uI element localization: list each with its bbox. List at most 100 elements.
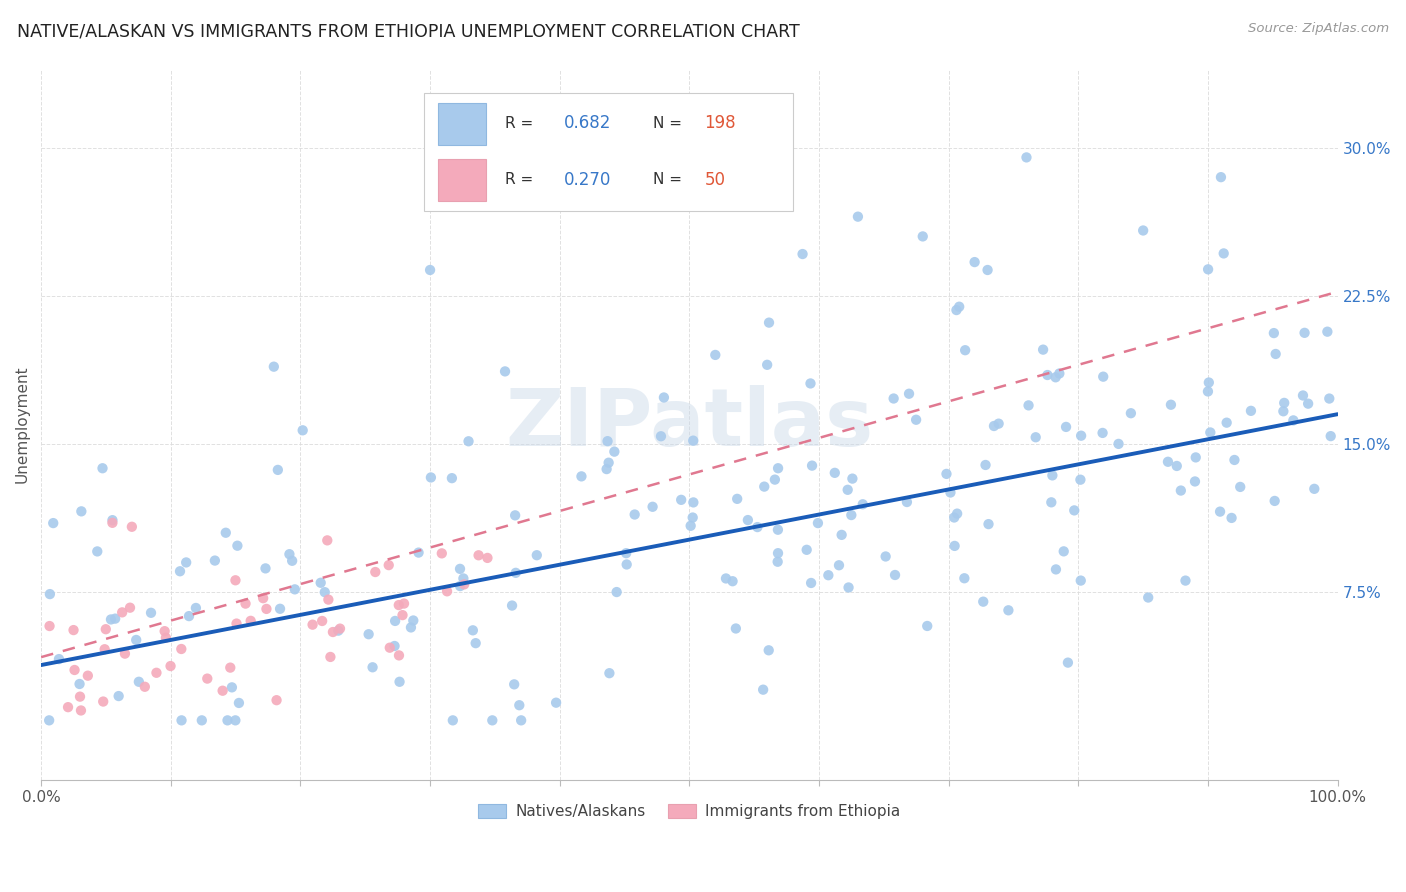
Point bbox=[56, 700, 79, 714]
Point bbox=[76, 668, 98, 682]
Point bbox=[598, 456, 620, 470]
Point bbox=[606, 585, 628, 599]
Point bbox=[1040, 468, 1063, 483]
Point bbox=[1119, 406, 1142, 420]
Point bbox=[1157, 455, 1180, 469]
Point bbox=[62, 623, 84, 637]
Point bbox=[510, 714, 533, 728]
Point bbox=[824, 466, 846, 480]
Point bbox=[704, 348, 727, 362]
Point bbox=[1069, 473, 1091, 487]
Point bbox=[1294, 326, 1316, 340]
Point bbox=[139, 606, 162, 620]
Point bbox=[38, 619, 60, 633]
Point bbox=[839, 508, 862, 522]
Point bbox=[1303, 482, 1326, 496]
Point bbox=[799, 376, 821, 391]
Point bbox=[838, 581, 860, 595]
Point bbox=[1032, 343, 1054, 357]
Point bbox=[758, 643, 780, 657]
Point bbox=[254, 561, 277, 575]
Point bbox=[195, 672, 218, 686]
Point bbox=[378, 640, 401, 655]
Legend: Natives/Alaskans, Immigrants from Ethiopia: Natives/Alaskans, Immigrants from Ethiop… bbox=[472, 797, 907, 825]
Point bbox=[38, 587, 60, 601]
Point bbox=[436, 584, 458, 599]
Point bbox=[1197, 384, 1219, 399]
Point bbox=[650, 429, 672, 443]
Point bbox=[111, 606, 134, 620]
Point bbox=[977, 517, 1000, 532]
Point bbox=[69, 677, 91, 691]
Point bbox=[328, 624, 350, 638]
Point bbox=[841, 472, 863, 486]
Point bbox=[1199, 425, 1222, 440]
Point bbox=[226, 539, 249, 553]
Point bbox=[997, 603, 1019, 617]
Point bbox=[94, 622, 117, 636]
Point bbox=[384, 614, 406, 628]
Point bbox=[419, 470, 441, 484]
Point bbox=[364, 565, 387, 579]
Point bbox=[70, 703, 93, 717]
Point bbox=[898, 386, 921, 401]
Point bbox=[669, 492, 692, 507]
Point bbox=[1045, 370, 1067, 384]
Point bbox=[682, 434, 704, 448]
Point bbox=[291, 423, 314, 437]
Point bbox=[796, 542, 818, 557]
Point bbox=[388, 598, 411, 612]
Point bbox=[817, 568, 839, 582]
Point bbox=[801, 458, 824, 473]
Point bbox=[1184, 450, 1206, 465]
Point bbox=[219, 660, 242, 674]
Point bbox=[526, 548, 548, 562]
Point bbox=[204, 553, 226, 567]
Point bbox=[896, 495, 918, 509]
Point bbox=[953, 571, 976, 585]
Point bbox=[1296, 397, 1319, 411]
Point bbox=[747, 520, 769, 534]
Point bbox=[388, 648, 411, 663]
Point bbox=[211, 683, 233, 698]
Point bbox=[361, 660, 384, 674]
Point bbox=[314, 585, 336, 599]
Point bbox=[1317, 392, 1340, 406]
Point bbox=[457, 434, 479, 449]
Point bbox=[1091, 425, 1114, 440]
Point bbox=[128, 674, 150, 689]
Point bbox=[756, 358, 779, 372]
Point bbox=[546, 696, 568, 710]
Point bbox=[225, 616, 247, 631]
Point bbox=[184, 601, 207, 615]
Point bbox=[754, 480, 776, 494]
Point bbox=[598, 666, 620, 681]
Point bbox=[1263, 326, 1285, 340]
Point bbox=[477, 550, 499, 565]
Point bbox=[503, 508, 526, 523]
Point bbox=[1108, 437, 1130, 451]
Point bbox=[101, 516, 124, 530]
Point bbox=[963, 255, 986, 269]
Point bbox=[974, 458, 997, 472]
Point bbox=[508, 698, 530, 713]
Point bbox=[939, 485, 962, 500]
Point bbox=[1197, 262, 1219, 277]
Point bbox=[70, 504, 93, 518]
Point bbox=[441, 714, 464, 728]
Point bbox=[1132, 223, 1154, 237]
Point bbox=[972, 595, 994, 609]
Point bbox=[943, 510, 966, 524]
Point bbox=[1220, 511, 1243, 525]
Point bbox=[239, 614, 262, 628]
Point bbox=[852, 497, 875, 511]
Point bbox=[284, 582, 307, 597]
Point bbox=[911, 229, 934, 244]
Point bbox=[402, 614, 425, 628]
Point bbox=[461, 624, 484, 638]
Point bbox=[235, 597, 257, 611]
Point bbox=[905, 413, 928, 427]
Point bbox=[503, 677, 526, 691]
Point bbox=[1092, 369, 1115, 384]
Point bbox=[875, 549, 897, 564]
